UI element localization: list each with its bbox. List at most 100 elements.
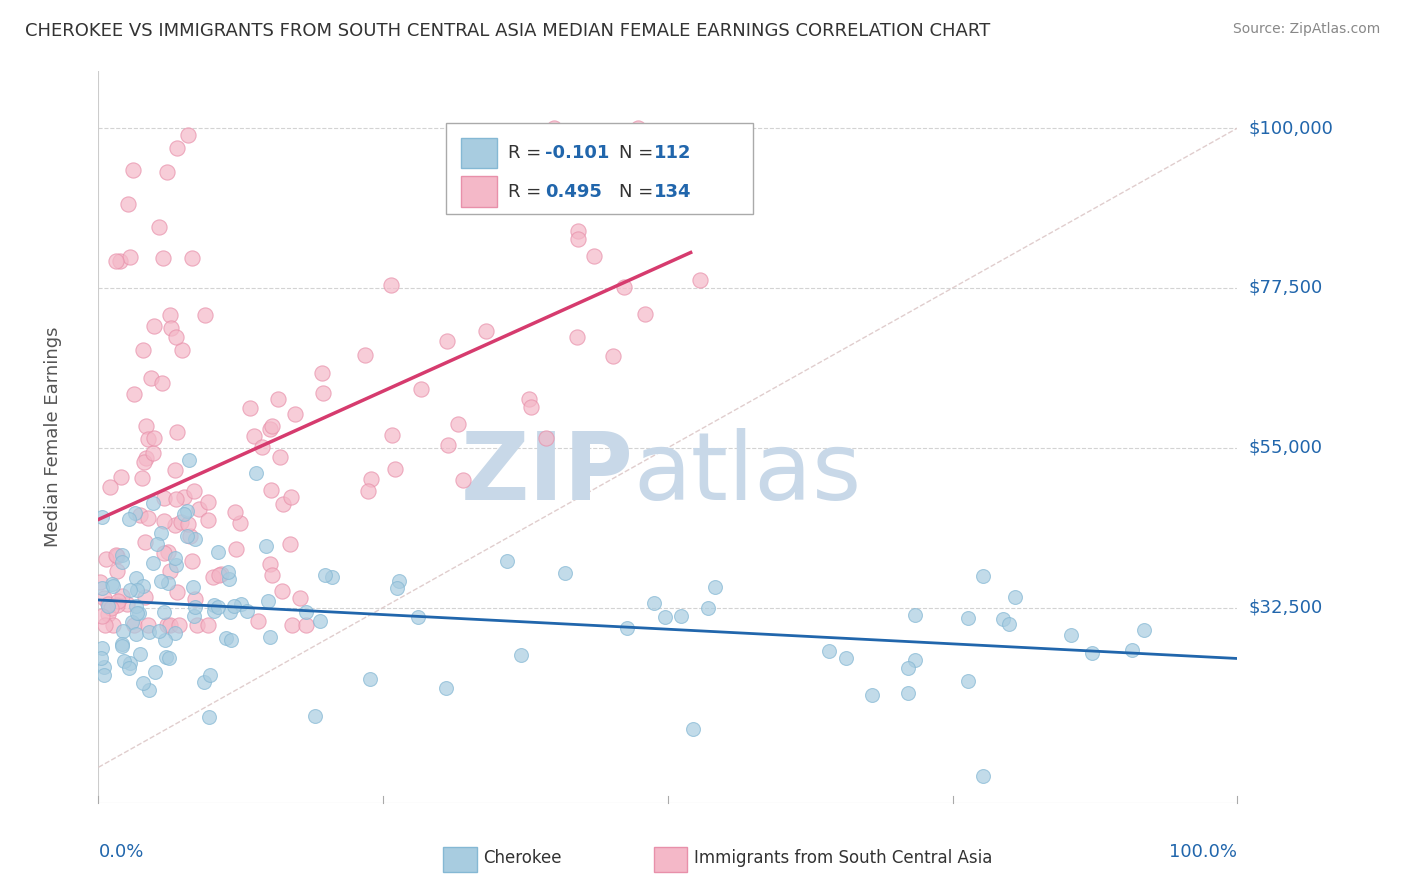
Point bbox=[146, 536, 169, 550]
Point bbox=[160, 321, 183, 335]
Point bbox=[998, 617, 1021, 632]
Point bbox=[157, 575, 180, 590]
Point bbox=[117, 197, 139, 211]
Point bbox=[97, 599, 120, 613]
Point bbox=[215, 631, 238, 645]
Point bbox=[359, 672, 381, 686]
Point bbox=[163, 518, 186, 533]
Point bbox=[218, 572, 240, 586]
Point bbox=[312, 386, 335, 401]
Point bbox=[93, 591, 115, 605]
Point bbox=[218, 605, 240, 619]
Point bbox=[259, 558, 281, 572]
Point bbox=[1004, 591, 1026, 605]
Point bbox=[134, 590, 156, 604]
Point bbox=[229, 597, 252, 611]
Point bbox=[107, 593, 129, 607]
Point bbox=[208, 568, 231, 582]
Point bbox=[93, 660, 115, 674]
Point bbox=[90, 608, 112, 623]
Point bbox=[105, 598, 128, 612]
Point bbox=[582, 249, 605, 263]
Text: Median Female Earnings: Median Female Earnings bbox=[44, 326, 62, 548]
Point bbox=[142, 319, 165, 334]
Text: 0.0%: 0.0% bbox=[98, 843, 143, 861]
Point bbox=[304, 709, 326, 723]
Point bbox=[260, 568, 283, 582]
Point bbox=[239, 401, 262, 415]
Point bbox=[284, 407, 307, 421]
Point bbox=[128, 648, 150, 662]
Point bbox=[127, 583, 149, 598]
Point bbox=[118, 511, 141, 525]
Point bbox=[159, 618, 181, 632]
Point bbox=[202, 604, 225, 618]
Point bbox=[654, 198, 676, 212]
Text: N =: N = bbox=[619, 183, 659, 201]
Point bbox=[125, 627, 148, 641]
Point bbox=[295, 605, 318, 619]
FancyBboxPatch shape bbox=[461, 177, 498, 207]
Point bbox=[173, 490, 195, 504]
Point bbox=[209, 567, 232, 582]
Point bbox=[281, 618, 304, 632]
Point bbox=[259, 630, 281, 644]
Text: R =: R = bbox=[509, 183, 547, 201]
Point bbox=[138, 625, 160, 640]
Point bbox=[142, 557, 165, 571]
Point bbox=[131, 471, 153, 485]
Point bbox=[159, 308, 181, 322]
Point bbox=[186, 618, 208, 632]
Point bbox=[380, 278, 402, 293]
Text: 112: 112 bbox=[654, 145, 692, 162]
Text: Immigrants from South Central Asia: Immigrants from South Central Asia bbox=[695, 848, 993, 867]
Point bbox=[554, 566, 576, 580]
Point bbox=[179, 529, 201, 543]
Point bbox=[136, 510, 159, 524]
Point bbox=[903, 607, 925, 622]
Point bbox=[166, 585, 188, 599]
Point bbox=[520, 400, 543, 414]
Point bbox=[156, 165, 179, 179]
Point bbox=[897, 661, 920, 675]
Point bbox=[406, 610, 429, 624]
Point bbox=[267, 392, 290, 406]
Point bbox=[121, 615, 143, 629]
Point bbox=[138, 682, 160, 697]
Point bbox=[627, 121, 650, 136]
Point bbox=[972, 569, 994, 583]
Point bbox=[112, 654, 135, 668]
Point bbox=[91, 510, 114, 524]
Point bbox=[105, 564, 128, 578]
Point bbox=[153, 605, 176, 619]
Point bbox=[138, 618, 160, 632]
Point bbox=[385, 581, 408, 595]
Text: 0.495: 0.495 bbox=[546, 183, 602, 201]
Point bbox=[167, 618, 190, 632]
Point bbox=[436, 334, 458, 348]
Point bbox=[259, 483, 281, 498]
Point bbox=[229, 516, 252, 530]
Point bbox=[183, 484, 205, 499]
Point bbox=[381, 428, 404, 442]
Point bbox=[1133, 623, 1156, 637]
Point bbox=[96, 551, 118, 566]
Point bbox=[602, 349, 624, 363]
Point bbox=[197, 618, 219, 632]
Point bbox=[125, 607, 148, 621]
Text: Source: ZipAtlas.com: Source: ZipAtlas.com bbox=[1233, 22, 1381, 37]
Point bbox=[122, 387, 145, 401]
Point bbox=[260, 419, 283, 434]
Point bbox=[111, 548, 134, 562]
Text: atlas: atlas bbox=[634, 427, 862, 520]
Point bbox=[122, 163, 145, 178]
Point bbox=[311, 366, 333, 380]
Point bbox=[118, 250, 141, 264]
Point bbox=[111, 556, 134, 570]
Point bbox=[163, 625, 186, 640]
Point bbox=[156, 545, 179, 559]
Point bbox=[135, 450, 157, 465]
Point bbox=[600, 136, 623, 150]
Point bbox=[207, 545, 229, 559]
Point bbox=[354, 348, 377, 362]
